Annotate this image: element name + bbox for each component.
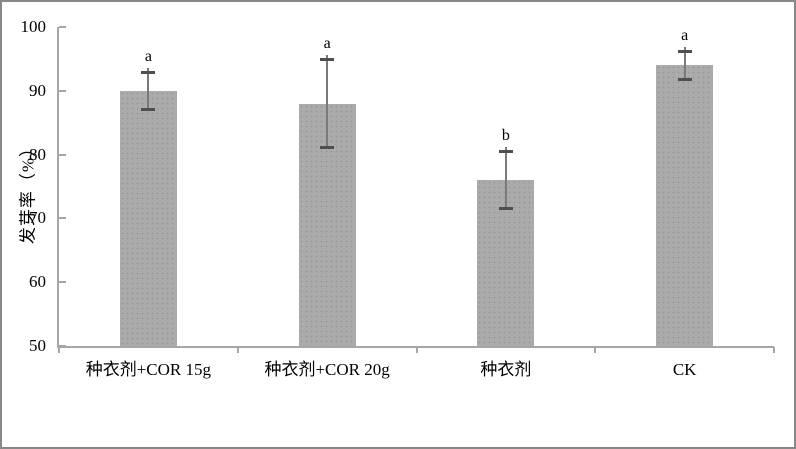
significance-letter: a (144, 47, 152, 65)
error-bar-cap-top (141, 70, 156, 74)
error-bar-cap-bottom (320, 146, 335, 150)
error-bar-line (504, 147, 507, 209)
x-category-label: 种衣剂+COR 15g (85, 360, 212, 379)
x-tick (773, 347, 775, 353)
y-tick-label: 80 (29, 144, 46, 164)
significance-letter: a (681, 26, 689, 44)
bar (119, 90, 177, 346)
error-bar-line (147, 67, 150, 110)
x-tick (594, 347, 597, 353)
significance-letter: a (323, 34, 331, 52)
y-tick (59, 26, 66, 28)
x-category-label: CK (672, 360, 697, 379)
x-tick (415, 347, 418, 353)
error-bar-cap-top (677, 49, 692, 53)
y-tick (59, 153, 66, 156)
y-tick-label: 90 (29, 80, 46, 100)
x-tick (236, 347, 239, 353)
error-bar-cap-top (320, 57, 335, 61)
error-bar-cap-top (498, 150, 513, 154)
significance-letter: b (501, 127, 510, 145)
error-bar-cap-bottom (498, 206, 513, 210)
error-bar-line (326, 54, 329, 149)
y-tick (59, 281, 66, 284)
y-tick-label: 50 (29, 336, 46, 355)
error-bar-line (683, 46, 686, 80)
y-tick (59, 217, 66, 220)
y-tick-label: 70 (29, 208, 46, 228)
x-category-label: 种衣剂+COR 20g (264, 360, 390, 379)
y-tick (59, 345, 66, 347)
error-bar-cap-bottom (141, 107, 156, 111)
bar (656, 65, 714, 346)
x-category-label: 种衣剂 (480, 360, 532, 379)
y-tick-label: 60 (29, 272, 46, 292)
error-bar-cap-bottom (677, 77, 692, 81)
y-tick (59, 89, 66, 92)
x-tick (58, 347, 60, 353)
y-tick-label: 100 (20, 17, 47, 36)
